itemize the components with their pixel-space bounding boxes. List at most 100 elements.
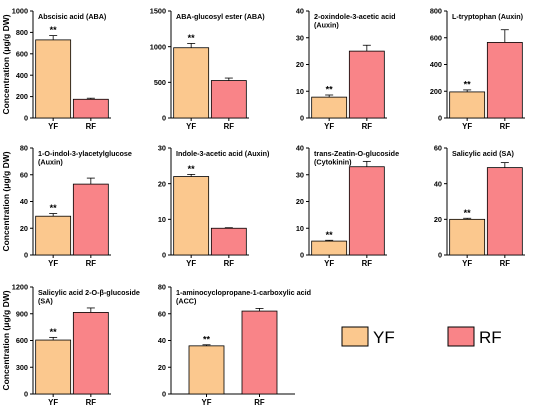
y-tick-label: 800 xyxy=(16,28,28,37)
y-tick-label: 1200 xyxy=(12,283,28,292)
x-tick-label: RF xyxy=(500,122,511,131)
y-tick-label: 400 xyxy=(430,60,442,69)
bar-rf xyxy=(210,227,247,256)
x-tick-label: RF xyxy=(86,259,97,268)
bar-rf xyxy=(72,98,109,119)
bar-yf xyxy=(35,39,72,119)
y-tick-label: 200 xyxy=(16,92,28,101)
y-tick-label: 0 xyxy=(300,114,304,123)
y-tick-label: 300 xyxy=(16,363,28,372)
y-tick-label: 600 xyxy=(16,49,28,58)
significance-marker: ** xyxy=(50,25,58,35)
y-tick-label: 0 xyxy=(162,390,166,399)
chart-title: (Auxin) xyxy=(314,21,339,30)
y-tick-label: 600 xyxy=(16,336,28,345)
bar-yf xyxy=(35,215,72,256)
significance-marker: ** xyxy=(50,327,58,337)
chart-panel-7: 0 10 20 30 40 ** YF RF trans-Zeatin-O-glucoside(… xyxy=(296,144,399,268)
y-tick-label: 60 xyxy=(434,144,442,153)
y-tick-label: 60 xyxy=(158,309,166,318)
x-tick-label: RF xyxy=(500,259,511,268)
chart-panel-8: 0 20 40 60 ** YF RF Salicylic acid (SA) xyxy=(434,144,525,268)
y-tick-label: 0 xyxy=(300,251,304,260)
chart-panel-3: 0 10 20 30 40 ** YF RF 2-oxindole-3-acetic acid(… xyxy=(296,7,396,131)
y-tick-label: 0 xyxy=(24,114,28,123)
bar-yf xyxy=(449,218,486,256)
x-tick-label: YF xyxy=(324,122,334,131)
y-tick-label: 20 xyxy=(158,363,166,372)
chart-title: 1-aminocyclopropane-1-carboxylic acid xyxy=(176,288,311,297)
y-tick-label: 0 xyxy=(162,251,166,260)
y-tick-label: 800 xyxy=(430,7,442,16)
y-tick-label: 0 xyxy=(438,114,442,123)
bar-rf xyxy=(72,312,109,395)
legend: YF RF xyxy=(341,326,502,347)
y-axis-label: Concentration (μg/g DW) xyxy=(1,151,11,251)
y-tick-label: 30 xyxy=(296,33,304,42)
chart-title: trans-Zeatin-O-glucoside xyxy=(314,149,399,158)
legend-swatch-yf xyxy=(341,326,369,347)
y-tick-label: 0 xyxy=(162,114,166,123)
y-tick-label: 20 xyxy=(158,179,166,188)
y-tick-label: 1500 xyxy=(150,7,166,16)
bar-rf xyxy=(72,183,109,256)
x-tick-label: RF xyxy=(254,398,265,407)
chart-title: Salicylic acid (SA) xyxy=(452,149,515,158)
y-tick-label: 60 xyxy=(20,170,28,179)
bar-yf xyxy=(173,47,210,119)
significance-marker: ** xyxy=(464,208,472,218)
bar-yf xyxy=(173,176,210,256)
y-tick-label: 10 xyxy=(296,224,304,233)
y-tick-label: 0 xyxy=(438,251,442,260)
chart-title: ABA-glucosyl ester (ABA) xyxy=(176,12,265,21)
legend-label-rf: RF xyxy=(479,328,502,347)
y-tick-label: 400 xyxy=(16,71,28,80)
chart-panel-2: 0 500 1000 1500 ** YF RF ABA-glucosyl ester (AB… xyxy=(150,7,265,131)
x-tick-label: YF xyxy=(202,398,212,407)
x-tick-label: RF xyxy=(86,122,97,131)
chart-panel-9: 0 300 600 900 1200 ** YF RF Salicylic acid 2-O-β… xyxy=(1,283,140,407)
bar-yf xyxy=(311,96,348,119)
x-tick-label: YF xyxy=(324,259,334,268)
x-tick-label: RF xyxy=(362,122,373,131)
y-tick-label: 0 xyxy=(24,251,28,260)
y-axis-label: Concentration (μg/g DW) xyxy=(1,14,11,114)
significance-marker: ** xyxy=(50,203,58,213)
y-tick-label: 30 xyxy=(158,144,166,153)
bar-rf xyxy=(210,80,247,119)
y-tick-label: 20 xyxy=(20,224,28,233)
bar-rf xyxy=(348,166,385,256)
y-tick-label: 80 xyxy=(20,144,28,153)
x-tick-label: YF xyxy=(462,122,472,131)
y-tick-label: 30 xyxy=(296,170,304,179)
x-tick-label: YF xyxy=(48,122,58,131)
bar-yf xyxy=(188,345,225,395)
chart-title: (ACC) xyxy=(176,297,197,306)
x-tick-label: YF xyxy=(186,122,196,131)
significance-marker: ** xyxy=(203,334,211,344)
x-tick-label: YF xyxy=(48,259,58,268)
y-tick-label: 40 xyxy=(296,7,304,16)
y-tick-label: 500 xyxy=(154,78,166,87)
y-tick-label: 900 xyxy=(16,309,28,318)
legend-swatch-rf xyxy=(447,326,475,347)
bar-rf xyxy=(241,310,278,395)
y-tick-label: 40 xyxy=(296,144,304,153)
chart-panel-1: 0 200 400 600 800 1000 ** YF RF Abscisic acid (AB… xyxy=(1,7,111,131)
legend-label-yf: YF xyxy=(373,328,395,347)
significance-marker: ** xyxy=(464,79,472,89)
bar-yf xyxy=(449,91,486,119)
chart-title: (SA) xyxy=(38,297,53,306)
bar-yf xyxy=(35,339,72,395)
significance-marker: ** xyxy=(188,33,196,43)
chart-title: Salicylic acid 2-O-β-glucoside xyxy=(38,288,140,297)
chart-panel-4: 0 200 400 600 800 ** YF RF L-tryptophan (Auxin) xyxy=(430,7,525,131)
significance-marker: ** xyxy=(188,164,196,174)
y-tick-label: 0 xyxy=(24,390,28,399)
y-tick-label: 200 xyxy=(430,87,442,96)
y-tick-label: 40 xyxy=(434,179,442,188)
bar-rf xyxy=(348,50,385,119)
y-tick-label: 20 xyxy=(296,197,304,206)
chart-panel-6: 0 10 20 30 ** YF RF Indole-3-acetic acid (Auxin… xyxy=(158,144,270,268)
